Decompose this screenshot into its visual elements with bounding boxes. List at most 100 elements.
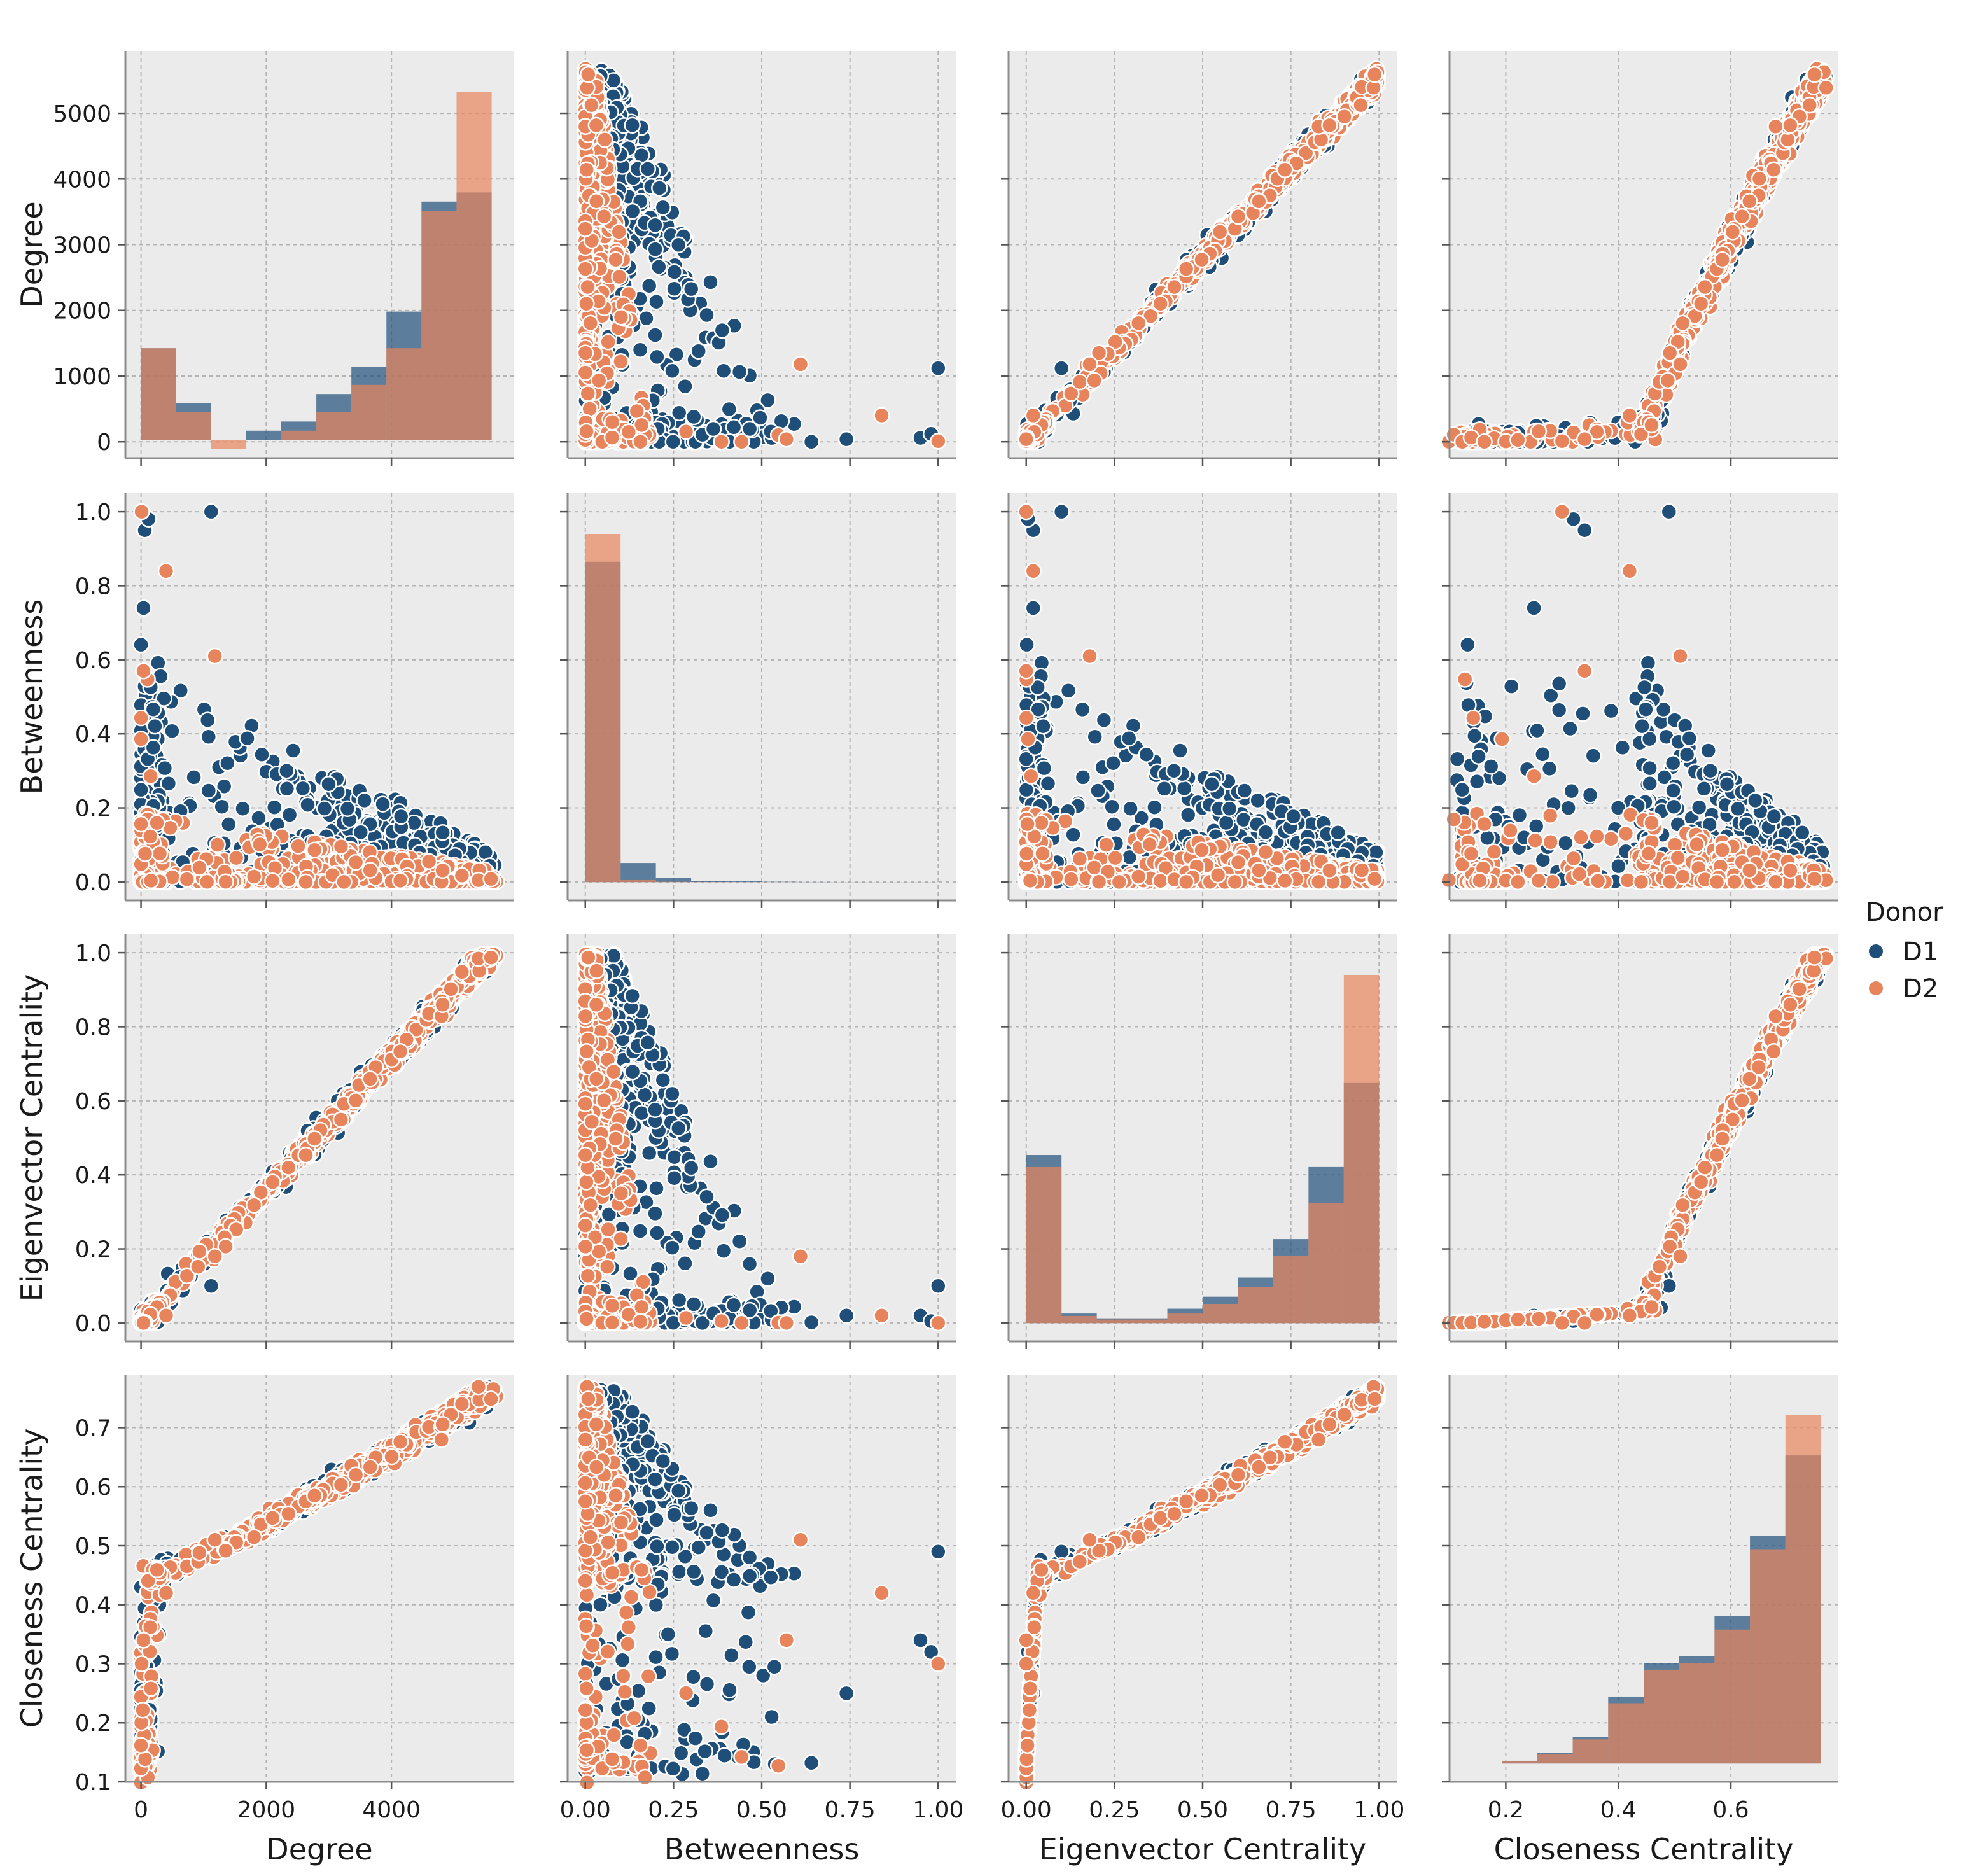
- point-d1: [666, 434, 681, 449]
- point-d2: [1353, 97, 1369, 113]
- point-d2: [579, 424, 594, 439]
- point-d1: [703, 274, 718, 290]
- point-d2: [601, 334, 616, 349]
- point-d2: [584, 97, 599, 113]
- point-d1: [930, 361, 946, 376]
- hist-bar-d2: [176, 412, 211, 440]
- point-d1: [667, 281, 682, 297]
- point-d2: [678, 424, 694, 439]
- y-tick-label: 2000: [53, 298, 111, 325]
- hist-bar-d2: [386, 348, 421, 440]
- point-d2: [1367, 67, 1382, 82]
- point-d2: [874, 408, 890, 423]
- point-d2: [578, 262, 593, 277]
- point-d2: [1072, 374, 1087, 389]
- panel-degree-vs-closeness-centrality: [1441, 51, 1838, 466]
- point-d2: [1212, 224, 1227, 239]
- pairplot-figure: 010002000300040005000Degree0.00.20.40.60…: [0, 0, 1965, 1876]
- point-d2: [1277, 162, 1292, 178]
- point-d1: [648, 328, 663, 343]
- point-d2: [578, 365, 593, 381]
- point-d1: [649, 349, 664, 365]
- hist-bar-d2: [141, 348, 176, 440]
- pairplot-panels: 010002000300040005000Degree0.00.20.40.60…: [15, 51, 1838, 1866]
- point-d1: [664, 363, 680, 379]
- point-d1: [648, 218, 663, 233]
- point-d2: [608, 252, 624, 267]
- point-d1: [649, 294, 664, 309]
- point-d1: [699, 307, 715, 323]
- point-d2: [1231, 209, 1246, 224]
- point-d2: [1167, 279, 1182, 295]
- point-d2: [578, 346, 593, 361]
- point-d1: [804, 434, 819, 449]
- point-d2: [1194, 252, 1210, 267]
- point-d2: [579, 162, 594, 178]
- point-d1: [633, 342, 648, 358]
- point-d2: [583, 316, 598, 331]
- point-d2: [1082, 356, 1098, 372]
- point-d1: [1054, 361, 1069, 376]
- point-d1: [732, 364, 747, 379]
- point-d2: [605, 430, 620, 445]
- hist-bar-d2: [456, 92, 491, 440]
- hist-bar-d2: [281, 431, 316, 440]
- point-d2: [1026, 408, 1041, 423]
- hist-bar-d1: [246, 431, 281, 440]
- point-d2: [930, 433, 946, 449]
- point-d1: [667, 264, 682, 279]
- point-d2: [580, 386, 596, 401]
- point-d2: [578, 296, 594, 311]
- point-d2: [605, 414, 620, 430]
- point-d1: [839, 431, 854, 447]
- point-d1: [683, 281, 699, 297]
- point-d1: [715, 323, 730, 338]
- point-d1: [625, 118, 640, 133]
- point-d2: [793, 356, 808, 372]
- point-d2: [779, 431, 794, 447]
- y-tick-label: 3000: [53, 233, 111, 259]
- hist-bar-d2: [316, 412, 351, 440]
- point-d2: [714, 434, 729, 449]
- point-d1: [726, 419, 741, 435]
- point-d2: [629, 403, 645, 419]
- point-d1: [640, 162, 655, 177]
- point-d2: [613, 309, 629, 325]
- panel-degree-vs-betweenness: [560, 51, 956, 466]
- point-d2: [734, 434, 749, 449]
- point-d2: [597, 132, 612, 147]
- panel-degree-vs-eigenvector-centrality: [1001, 51, 1397, 466]
- hist-bar-d2: [211, 440, 246, 449]
- point-d2: [580, 67, 596, 82]
- point-d1: [651, 259, 666, 274]
- hist-bar-d2: [421, 211, 456, 440]
- y-tick-label: 1000: [53, 364, 111, 390]
- point-d2: [596, 209, 612, 224]
- point-d2: [1087, 373, 1102, 388]
- y-tick-label: 0: [97, 430, 111, 456]
- point-d2: [1178, 262, 1194, 277]
- point-d1: [722, 402, 737, 417]
- point-d2: [1131, 316, 1146, 331]
- point-d1: [691, 344, 706, 359]
- point-d2: [612, 269, 627, 284]
- point-d1: [641, 278, 657, 293]
- point-d2: [589, 118, 604, 133]
- point-d1: [686, 409, 701, 424]
- point-d2: [633, 434, 648, 449]
- point-d1: [655, 200, 671, 215]
- point-d2: [1251, 193, 1266, 209]
- point-d2: [591, 373, 606, 388]
- point-d2: [1019, 431, 1034, 447]
- y-tick-label: 4000: [53, 167, 111, 193]
- point-d2: [1153, 296, 1168, 311]
- hist-bar-d2: [351, 385, 386, 440]
- point-d2: [612, 224, 627, 239]
- point-d2: [580, 279, 596, 295]
- point-d1: [716, 363, 731, 379]
- point-d2: [578, 221, 593, 237]
- point-d2: [1322, 118, 1337, 133]
- y-tick-label: 5000: [53, 101, 111, 127]
- point-d1: [671, 237, 686, 253]
